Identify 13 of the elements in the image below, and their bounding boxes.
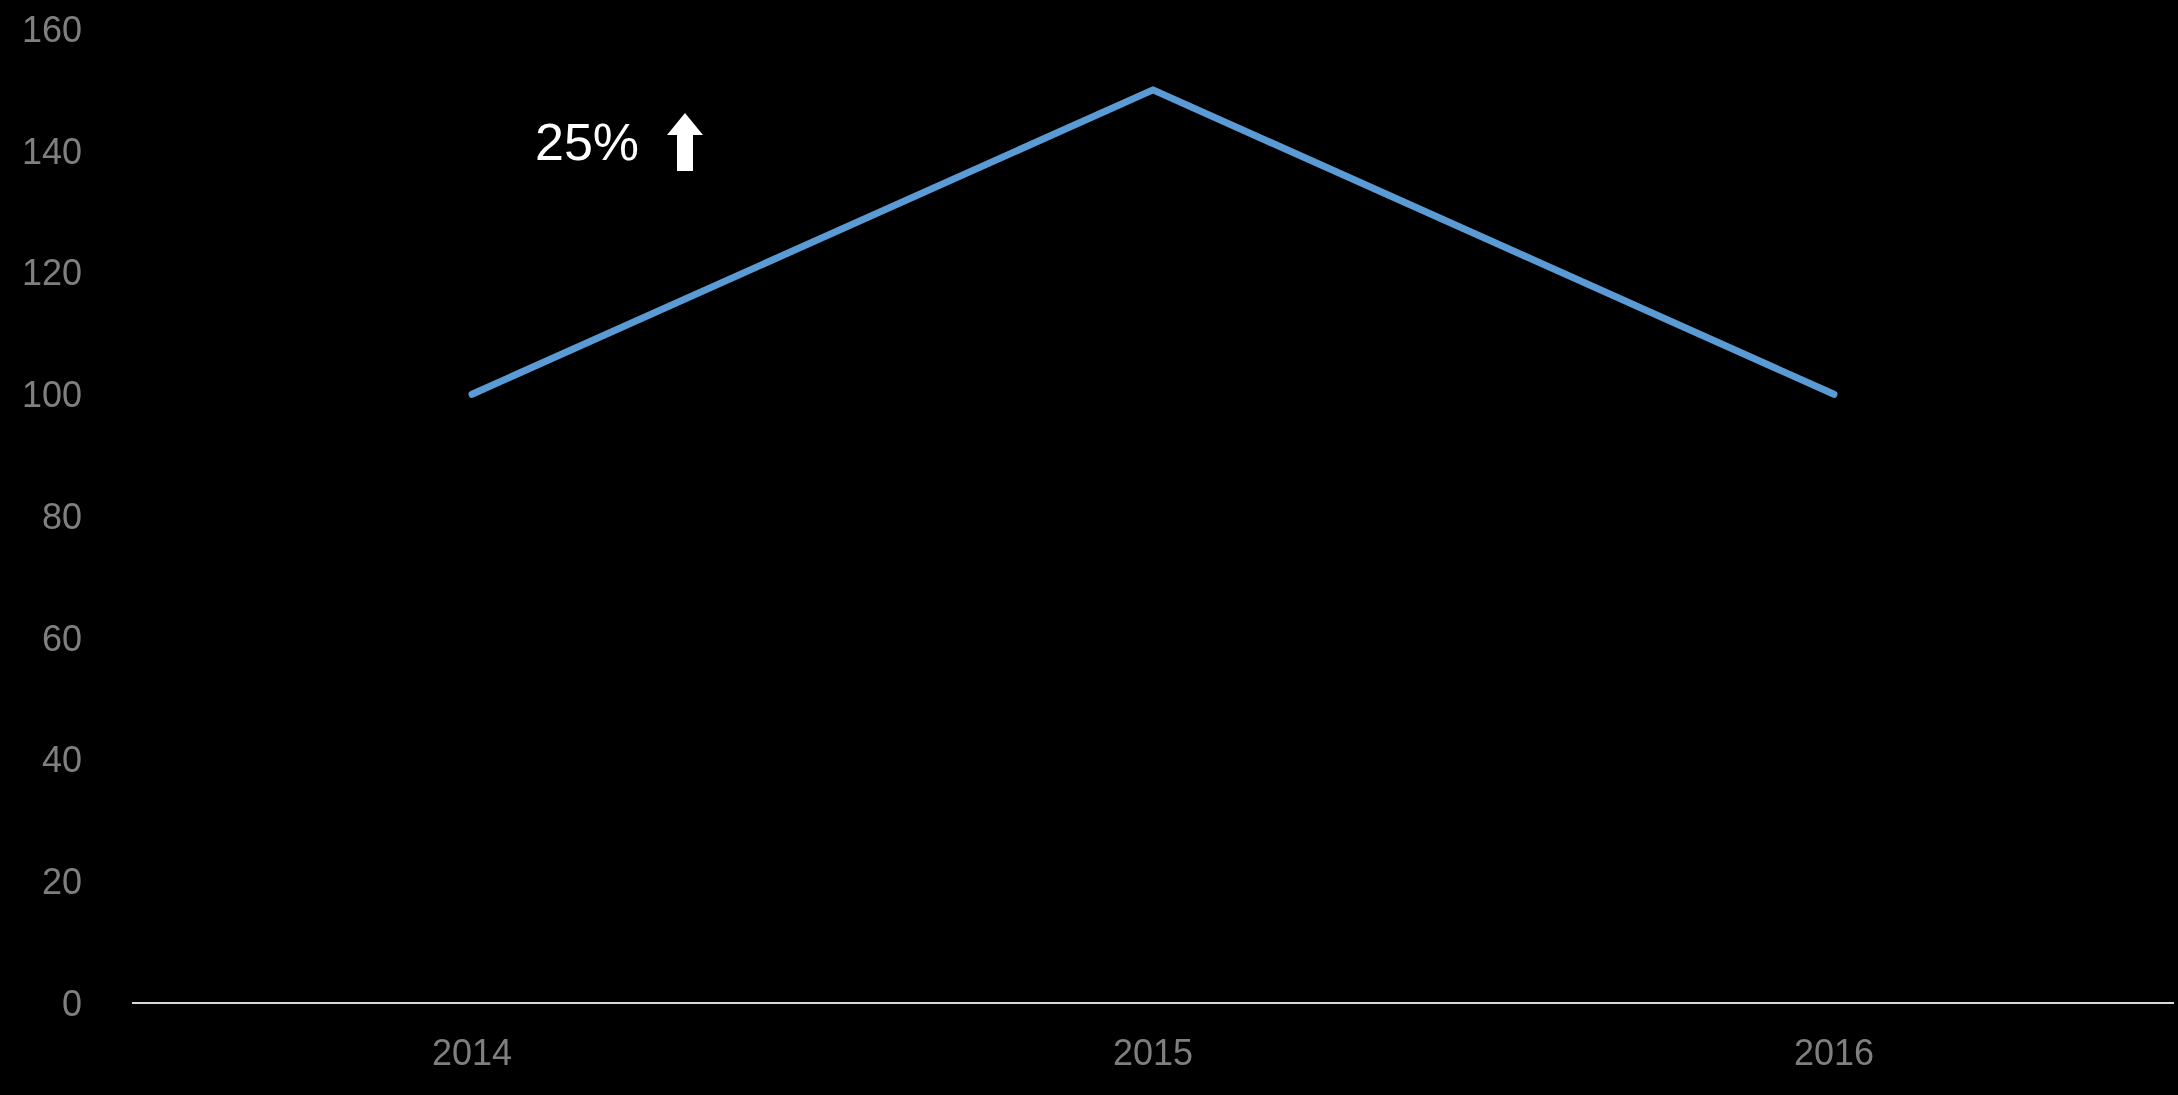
y-tick-label: 40	[41, 739, 82, 781]
x-tick-label: 2015	[1112, 1031, 1194, 1073]
x-tick-label: 2014	[431, 1031, 513, 1073]
y-tick-label: 120	[21, 252, 82, 294]
y-tick-label: 100	[21, 374, 82, 416]
annotation: 25%	[535, 112, 640, 172]
y-tick-label: 60	[41, 617, 82, 659]
y-tick-label: 160	[21, 8, 82, 50]
y-tick-label: 20	[41, 861, 82, 903]
x-tick-label: 2016	[1793, 1031, 1875, 1073]
y-tick-label: 140	[21, 130, 82, 172]
y-tick-label: 0	[61, 982, 82, 1024]
y-tick-label: 80	[41, 495, 82, 537]
